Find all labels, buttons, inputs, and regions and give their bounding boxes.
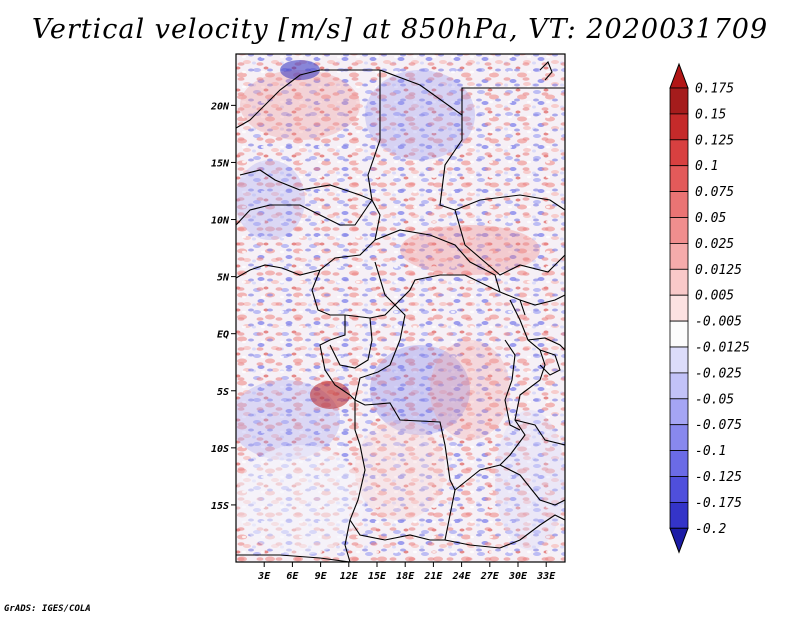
lon-tick-label: 3E (257, 571, 271, 582)
colorbar-segment (669, 398, 689, 426)
country-borders (236, 61, 565, 562)
colorbar-label: -0.025 (695, 366, 742, 381)
lon-tick-label: 15E (368, 571, 387, 582)
colorbar-segment (669, 165, 689, 192)
colorbar-label: -0.0125 (695, 341, 750, 356)
colorbar-segment (669, 450, 689, 477)
lat-tick-label: 15N (211, 158, 230, 169)
colorbar-segment (669, 191, 689, 218)
colorbar-label: 0.075 (695, 185, 734, 200)
colorbar-label: -0.075 (695, 418, 742, 433)
colorbar-label: -0.005 (695, 315, 742, 330)
colorbar-label: 0.025 (695, 237, 734, 252)
colorbar-segment (669, 346, 689, 374)
colorbar-top-arrow (669, 62, 689, 89)
colorbar-bottom-arrow (669, 527, 689, 554)
colorbar-segment (669, 268, 689, 296)
colorbar-label: -0.05 (695, 392, 734, 407)
colorbar: 0.175 0.15 0.125 0.1 0.075 0.05 0.025 0.0125 0.0… (669, 62, 750, 554)
colorbar-label: 0.005 (695, 289, 734, 304)
colorbar-label: 0.15 (695, 107, 726, 122)
colorbar-segment (669, 139, 689, 167)
colorbar-label: 0.1 (695, 159, 718, 174)
colorbar-label: 0.05 (695, 211, 726, 226)
colorbar-label: 0.175 (695, 82, 734, 97)
plot-title: Vertical velocity [m/s] at 850hPa, VT: 2… (31, 14, 769, 45)
lon-tick-label: 30E (508, 571, 528, 582)
vertical-velocity-field (236, 54, 565, 562)
lat-tick-label: 10S (211, 444, 229, 455)
colorbar-segment (669, 424, 689, 452)
colorbar-label: -0.175 (695, 496, 742, 511)
lat-tick-label: 20N (210, 101, 230, 112)
lat-tick-label: 5N (217, 273, 230, 284)
colorbar-segment (669, 217, 689, 244)
colorbar-segment (669, 476, 689, 503)
lon-tick-label: 9E (315, 571, 328, 582)
map-frame (235, 53, 566, 563)
lon-tick-label: 21E (423, 571, 443, 582)
colorbar-label: -0.1 (695, 444, 726, 459)
lat-tick-label: 10N (211, 216, 230, 227)
colorbar-segment (669, 372, 689, 400)
lon-tick-label: 12E (340, 571, 359, 582)
lon-tick-label: 6E (286, 571, 299, 582)
longitude-axis: 3E 6E 9E 12E 15E 18E 21E 24E 27E 30E 33E (257, 562, 556, 582)
colorbar-segment (669, 113, 689, 141)
colorbar-label: 0.0125 (695, 263, 742, 278)
colorbar-label: 0.125 (695, 133, 734, 148)
lat-tick-label: EQ (217, 330, 229, 341)
colorbar-segment (669, 294, 689, 322)
colorbar-segment (669, 242, 689, 270)
colorbar-segment (669, 87, 689, 115)
lat-tick-label: 5S (217, 387, 229, 398)
lat-tick-label: 15S (211, 501, 229, 512)
grads-credit: GrADS: IGES/COLA (4, 604, 91, 614)
colorbar-label: -0.2 (695, 522, 726, 537)
latitude-axis: 20N 15N 10N 5N EQ 5S 10S 15S (210, 101, 236, 512)
lon-tick-label: 24E (452, 571, 472, 582)
colorbar-segment (669, 320, 689, 348)
lon-tick-label: 18E (396, 571, 415, 582)
lon-tick-label: 33E (536, 571, 556, 582)
map-border (235, 53, 566, 563)
colorbar-segment (669, 501, 689, 529)
colorbar-label: -0.125 (695, 470, 742, 485)
lon-tick-label: 27E (480, 571, 500, 582)
